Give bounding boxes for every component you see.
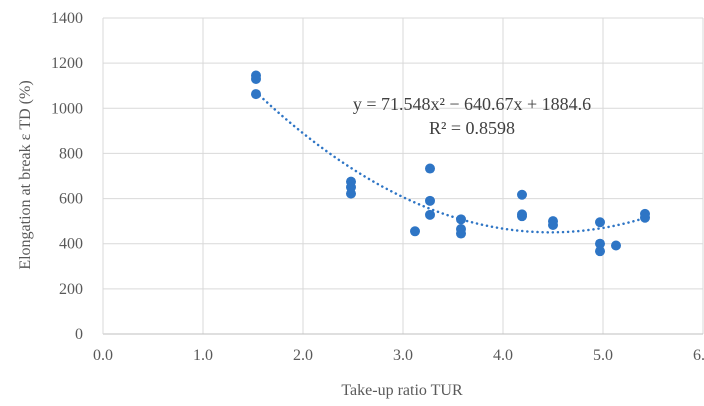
data-points: [251, 70, 650, 257]
axes: [102, 18, 703, 335]
y-tick-label: 400: [59, 236, 83, 253]
data-point: [425, 209, 435, 220]
x-tick-label: 5.0: [593, 347, 613, 364]
y-tick-label: 1400: [51, 10, 83, 27]
y-tick-label: 1000: [51, 100, 83, 117]
data-point: [251, 89, 261, 100]
data-point: [611, 240, 621, 251]
data-point: [456, 214, 466, 225]
data-point: [425, 195, 435, 206]
y-tick-label: 800: [59, 145, 83, 162]
data-point: [346, 188, 356, 199]
x-tick-label: 1.0: [193, 347, 213, 364]
trendline-equation: y = 71.548x² − 640.67x + 1884.6: [353, 94, 591, 114]
tick-labels: 0 200 400 600 800 1000 1200 1400 0.0 1.0 2.0 3.0 4.0…: [51, 10, 704, 364]
x-tick-label: 3.0: [393, 347, 413, 364]
trendline-r-squared: R² = 0.8598: [429, 118, 515, 138]
data-point: [251, 73, 261, 84]
data-point: [548, 219, 558, 230]
y-tick-label: 600: [59, 191, 83, 208]
gridlines: [103, 17, 704, 334]
x-tick-label: 0.0: [93, 347, 113, 364]
data-point: [640, 212, 650, 223]
data-point: [410, 226, 420, 237]
data-point: [595, 246, 605, 257]
data-point: [595, 238, 605, 249]
x-tick-label: 2.0: [293, 347, 313, 364]
x-axis-title: Take-up ratio TUR: [341, 382, 463, 399]
y-tick-label: 0: [75, 326, 83, 343]
x-tick-label: 6.0: [693, 347, 704, 364]
data-point: [425, 163, 435, 174]
y-tick-label: 1200: [51, 55, 83, 72]
x-tick-label: 4.0: [493, 347, 513, 364]
y-tick-label: 200: [59, 281, 83, 298]
data-point: [517, 189, 527, 200]
data-point: [517, 211, 527, 222]
data-point: [595, 217, 605, 228]
data-point: [456, 228, 466, 239]
y-axis-title: Elongation at break ε TD (%): [17, 80, 34, 269]
